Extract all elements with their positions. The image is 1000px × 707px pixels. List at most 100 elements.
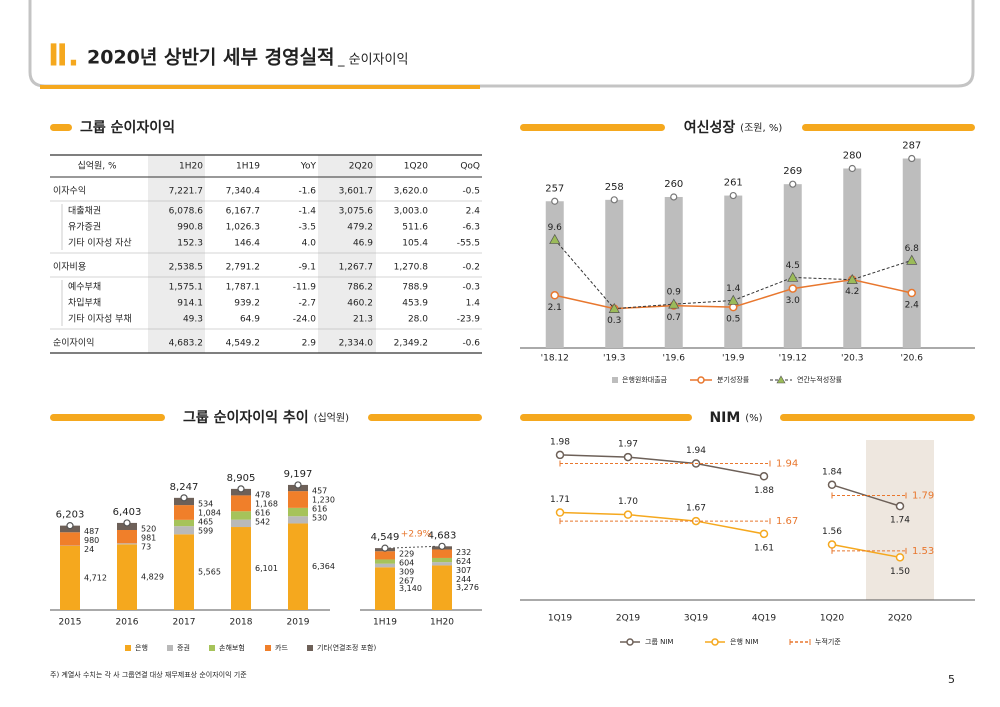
legend-swatch — [612, 377, 618, 383]
title-bar — [520, 124, 665, 131]
segment-label: 981 — [141, 533, 156, 542]
x-tick-label: 1H19 — [373, 618, 397, 628]
segment-label: 1,230 — [312, 495, 335, 504]
table-cell: 788.9 — [402, 283, 428, 293]
segment-label: 1,084 — [198, 508, 221, 517]
point — [906, 254, 918, 265]
table-cell: 2.9 — [302, 339, 317, 349]
total-marker — [66, 522, 74, 530]
bar-cap — [729, 191, 737, 200]
chart-subtitle: (십억원) — [314, 412, 350, 424]
bar-segment — [117, 529, 137, 544]
table-cell: 4,683.2 — [169, 339, 203, 349]
total-marker — [237, 485, 245, 493]
bar-label: 269 — [783, 166, 802, 177]
title-bar — [520, 414, 692, 421]
table-cell: -1.4 — [298, 207, 316, 217]
table-cell: 460.2 — [347, 299, 373, 309]
x-tick-label: '19.6 — [662, 354, 685, 364]
segment-label: 624 — [456, 557, 471, 566]
point — [623, 452, 633, 462]
segment-label: 542 — [255, 517, 270, 526]
point — [727, 294, 739, 305]
segment-label: 309 — [399, 568, 414, 577]
table-cell: 3,601.7 — [339, 187, 373, 197]
bar-segment — [174, 497, 194, 506]
table-cell: 3,075.6 — [339, 207, 374, 217]
table-cell: 1,575.1 — [169, 283, 203, 293]
chart-title: 그룹 순이자이익 추이 (십억원) — [183, 409, 349, 426]
point — [623, 510, 633, 519]
page-subtitle: _ 순이자이익 — [337, 53, 408, 68]
bar — [843, 168, 862, 348]
chart-subtitle: (조원, %) — [740, 122, 782, 134]
legend-swatch — [697, 376, 705, 384]
segment-label: 534 — [198, 499, 213, 508]
table-cell: -0.2 — [462, 263, 480, 273]
table-cell: 기타 이자성 부채 — [68, 314, 132, 325]
table-header: 1Q20 — [404, 162, 429, 172]
annotation: +2.9% — [401, 530, 432, 540]
table-cell: 순이자이익 — [53, 337, 94, 349]
legend-swatch — [711, 638, 719, 646]
x-tick-label: 2Q19 — [616, 614, 641, 624]
table-header: 십억원, % — [77, 160, 117, 172]
x-tick-label: 3Q19 — [684, 614, 709, 624]
table-cell: 1,270.8 — [394, 263, 429, 273]
point-label: 6.8 — [905, 244, 920, 254]
point-label: 3.0 — [786, 296, 801, 306]
point-label: 4.5 — [786, 261, 800, 271]
table-cell: -9.1 — [298, 263, 316, 273]
table-header: 1H19 — [236, 162, 260, 172]
legend-swatch — [776, 375, 786, 384]
segment-label: 478 — [255, 490, 270, 499]
point-label: 1.4 — [726, 284, 741, 294]
point-label: 1.94 — [686, 446, 706, 456]
point-label: 2.1 — [548, 303, 562, 313]
table-header: 1H20 — [179, 162, 203, 172]
bar-segment — [60, 545, 80, 610]
table-cell: 105.4 — [402, 239, 428, 249]
point-label: 1.84 — [822, 467, 842, 477]
total-label: 8,247 — [170, 482, 199, 493]
table-header: YoY — [300, 162, 317, 172]
bar — [605, 199, 624, 348]
table-cell: -11.9 — [293, 283, 317, 293]
bar-segment — [174, 534, 194, 610]
bar-label: 261 — [724, 178, 743, 189]
header-frame — [28, 0, 975, 88]
bar-segment — [231, 519, 251, 528]
bar-segment — [432, 565, 452, 610]
table-cell: 453.9 — [402, 299, 428, 309]
total-marker — [294, 481, 302, 489]
point — [827, 480, 837, 490]
table-cell: 479.2 — [347, 223, 373, 233]
point — [555, 450, 565, 460]
legend-swatch — [626, 638, 634, 646]
table-cell: 차입부채 — [68, 297, 101, 309]
table-cell: 6,078.6 — [169, 207, 204, 217]
section-number: Ⅱ. — [48, 39, 79, 74]
legend-swatch — [125, 645, 131, 651]
table-cell: -0.5 — [462, 187, 480, 197]
bar-segment — [375, 567, 395, 610]
total-label: 8,905 — [227, 473, 256, 484]
bar-segment — [375, 563, 395, 568]
table-cell: -23.9 — [457, 315, 481, 325]
legend-label: 손해보험 — [219, 643, 245, 652]
legend-swatch — [265, 645, 271, 651]
point — [907, 288, 916, 298]
segment-label: 4,829 — [141, 573, 164, 582]
point-label: 0.9 — [667, 288, 682, 298]
legend-swatch — [209, 645, 215, 651]
page-number: 5 — [948, 673, 955, 686]
table-header: 2Q20 — [349, 162, 374, 172]
bar-segment — [231, 511, 251, 520]
title-bar — [802, 124, 975, 131]
bar-segment — [117, 543, 137, 545]
point-label: 9.6 — [548, 223, 563, 233]
segment-label: 980 — [84, 536, 99, 545]
point — [549, 233, 561, 244]
chart-subtitle: (%) — [745, 413, 762, 424]
legend-label: 누적기준 — [815, 637, 841, 646]
